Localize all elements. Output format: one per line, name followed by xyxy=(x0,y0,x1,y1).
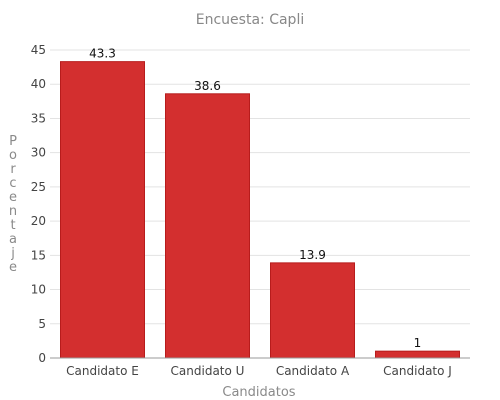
y-tick-labels: 0 5 10 15 20 25 30 35 40 45 xyxy=(31,43,46,365)
y-tick-label: 25 xyxy=(31,180,46,194)
y-tick-label: 35 xyxy=(31,111,46,125)
y-tick-label: 15 xyxy=(31,248,46,262)
data-label: 38.6 xyxy=(194,79,221,93)
x-tick-label: Candidato E xyxy=(66,364,139,378)
y-tick-label: 0 xyxy=(38,351,46,365)
x-tick-label: Candidato U xyxy=(171,364,245,378)
y-tick-label: 30 xyxy=(31,146,46,160)
x-axis-label: Candidatos xyxy=(222,385,295,400)
y-tick-label: 40 xyxy=(31,77,46,91)
bar xyxy=(60,61,145,359)
y-tick-label: 5 xyxy=(38,317,46,331)
data-label: 13.9 xyxy=(299,248,326,262)
bar xyxy=(375,350,460,359)
y-tick-label: 10 xyxy=(31,283,46,297)
bar xyxy=(165,93,250,359)
bar xyxy=(270,262,355,359)
y-tick-label: 20 xyxy=(31,214,46,228)
x-tick-label: Candidato J xyxy=(383,364,452,378)
y-tick-label: 45 xyxy=(31,43,46,57)
value-labels: 43.3 38.6 13.9 1 xyxy=(89,47,421,351)
data-label: 43.3 xyxy=(89,47,116,61)
chart-title: Encuesta: Capli xyxy=(196,12,304,28)
category-labels: Candidato E Candidato U Candidato A Candida… xyxy=(66,364,452,378)
x-tick-label: Candidato A xyxy=(276,364,350,378)
data-label: 1 xyxy=(414,336,422,350)
bars xyxy=(60,61,460,359)
